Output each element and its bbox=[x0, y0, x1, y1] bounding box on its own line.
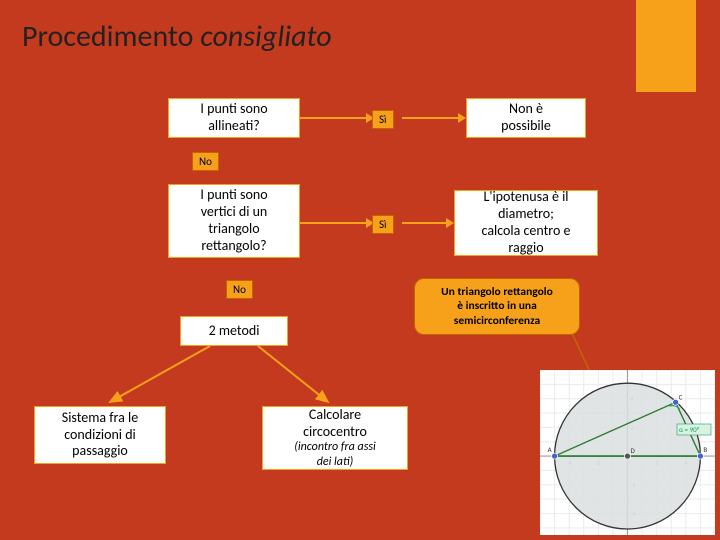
tag-si1-text: Sì bbox=[379, 113, 387, 126]
tag-no2: No bbox=[226, 280, 253, 299]
corner-accent bbox=[636, 0, 696, 92]
tag-no1: No bbox=[192, 152, 219, 171]
callout-text: Un triangolo rettangolo è inscritto in u… bbox=[441, 285, 553, 328]
node-l1: Sistema fra le condizioni di passaggio bbox=[34, 406, 166, 464]
page-title: Procedimento consigliato bbox=[22, 18, 332, 55]
svg-text:α = 90°: α = 90° bbox=[679, 425, 700, 434]
geometry-chart: -4-224-4-224ABCDα = 90° bbox=[540, 370, 715, 535]
svg-text:B: B bbox=[703, 445, 707, 454]
node-m2: 2 metodi bbox=[180, 316, 288, 346]
node-l1-text: Sistema fra le condizioni di passaggio bbox=[62, 410, 138, 460]
svg-text:C: C bbox=[679, 392, 683, 401]
node-q1: I punti sono allineati? bbox=[168, 98, 300, 138]
node-q1-text: I punti sono allineati? bbox=[200, 101, 267, 135]
tag-no1-text: No bbox=[199, 155, 212, 168]
svg-text:A: A bbox=[548, 445, 553, 454]
tag-si2: Sì bbox=[372, 215, 394, 234]
arrow-q1-si1 bbox=[300, 117, 368, 119]
tag-si2-text: Sì bbox=[379, 218, 387, 231]
tag-no2-text: No bbox=[233, 283, 246, 296]
node-q2-text: I punti sono vertici di un triangolo ret… bbox=[200, 187, 267, 254]
arrow-si1-r1 bbox=[402, 117, 460, 119]
arrow-q2-si2 bbox=[300, 222, 368, 224]
arrow-si2-r2 bbox=[402, 222, 448, 224]
node-r1: Non è possibile bbox=[466, 98, 586, 138]
svg-text:D: D bbox=[631, 446, 636, 455]
node-r2: L'ipotenusa è il diametro; calcola centr… bbox=[454, 190, 598, 256]
arrow-si2-r2-head bbox=[446, 218, 454, 228]
node-l2-text-b: (incontro fra assi dei lati) bbox=[294, 440, 376, 469]
node-l2-text-a: Calcolare circocentro bbox=[303, 407, 367, 441]
node-r2-text: L'ipotenusa è il diametro; calcola centr… bbox=[482, 189, 571, 256]
title-text-plain: Procedimento bbox=[22, 18, 200, 55]
node-l2: Calcolare circocentro (incontro fra assi… bbox=[262, 406, 408, 470]
title-text-italic: consigliato bbox=[200, 18, 331, 55]
callout-semicircle: Un triangolo rettangolo è inscritto in u… bbox=[414, 278, 580, 335]
tag-si1: Sì bbox=[372, 110, 394, 129]
arrow-si1-r1-head bbox=[458, 113, 466, 123]
node-r1-text: Non è possibile bbox=[501, 101, 551, 135]
geometry-svg: -4-224-4-224ABCDα = 90° bbox=[540, 370, 715, 535]
node-q2: I punti sono vertici di un triangolo ret… bbox=[168, 184, 300, 258]
node-m2-text: 2 metodi bbox=[209, 323, 260, 340]
